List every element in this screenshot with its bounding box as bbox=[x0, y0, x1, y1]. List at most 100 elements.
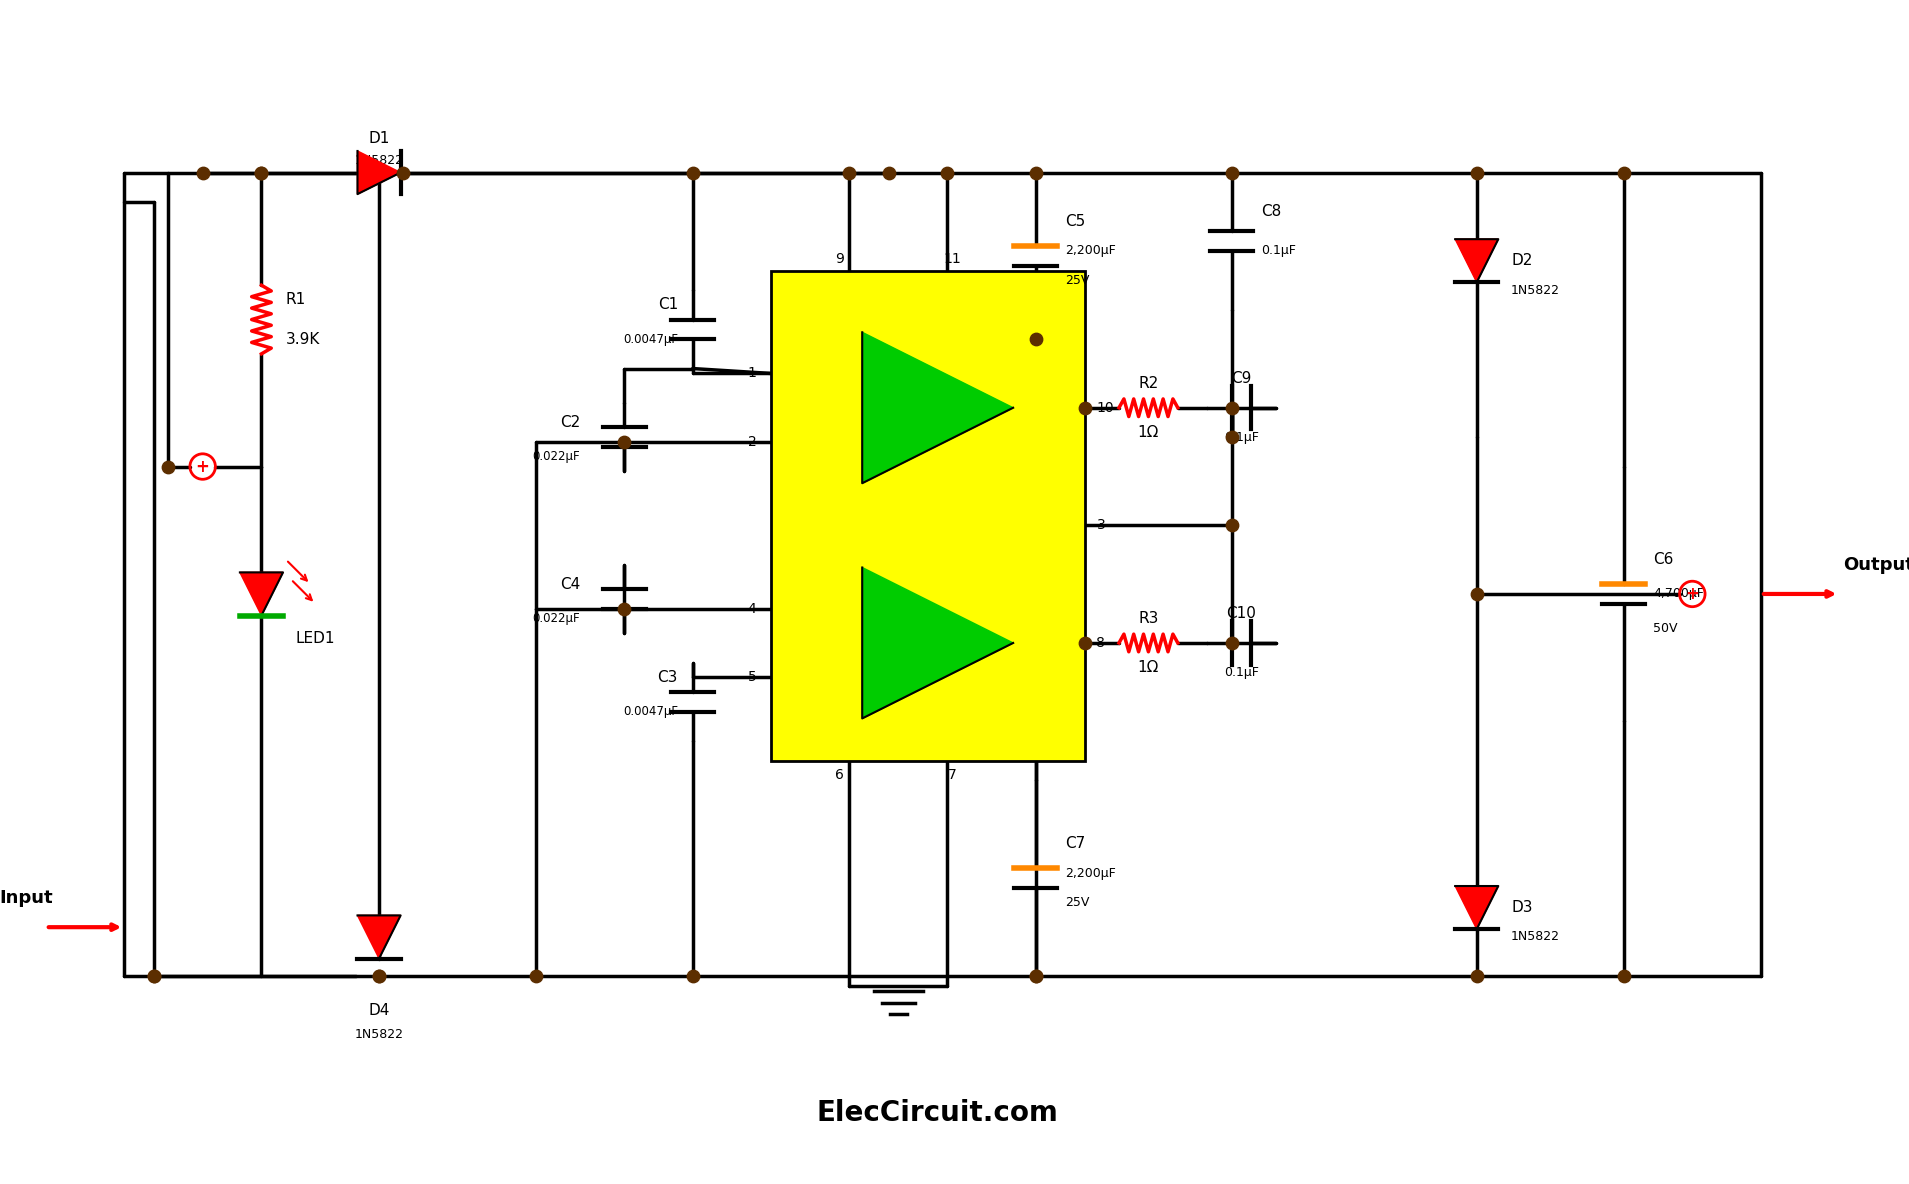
Text: D2: D2 bbox=[1512, 253, 1533, 269]
Text: +: + bbox=[1686, 585, 1699, 603]
Text: 9: 9 bbox=[836, 252, 844, 265]
Text: D1: D1 bbox=[368, 130, 389, 146]
Text: 0.1μF: 0.1μF bbox=[1224, 431, 1258, 444]
Text: 0.022μF: 0.022μF bbox=[533, 450, 580, 463]
Text: 1: 1 bbox=[748, 366, 756, 380]
Text: 8: 8 bbox=[1096, 636, 1105, 650]
Point bbox=[1609, 163, 1640, 182]
Point bbox=[678, 163, 708, 182]
Text: 1Ω: 1Ω bbox=[1138, 425, 1159, 439]
Text: C2: C2 bbox=[559, 414, 580, 430]
Text: TDA2004: TDA2004 bbox=[882, 644, 974, 662]
Point bbox=[1216, 398, 1247, 417]
Text: 3: 3 bbox=[1096, 519, 1105, 533]
Text: C3: C3 bbox=[657, 670, 678, 684]
Text: R3: R3 bbox=[1138, 611, 1159, 626]
Text: 0.1μF: 0.1μF bbox=[1224, 665, 1258, 678]
Text: D3: D3 bbox=[1512, 900, 1533, 915]
Text: 2,200μF: 2,200μF bbox=[1065, 867, 1117, 880]
Point bbox=[609, 432, 640, 451]
Point bbox=[1216, 163, 1247, 182]
Text: 1N5822: 1N5822 bbox=[355, 1029, 403, 1042]
Point bbox=[1021, 163, 1052, 182]
Text: 6: 6 bbox=[836, 768, 844, 783]
Point bbox=[1216, 633, 1247, 652]
Text: ElecCircuit.com: ElecCircuit.com bbox=[817, 1100, 1059, 1127]
Text: 1Ω: 1Ω bbox=[1138, 659, 1159, 675]
Text: +: + bbox=[926, 369, 941, 387]
Polygon shape bbox=[1455, 886, 1499, 929]
Text: C4: C4 bbox=[559, 577, 580, 592]
Text: 11: 11 bbox=[943, 252, 962, 265]
Point bbox=[153, 457, 183, 476]
Point bbox=[609, 599, 640, 618]
Text: C10: C10 bbox=[1227, 606, 1256, 622]
Text: R1: R1 bbox=[286, 292, 305, 308]
Text: R2: R2 bbox=[1138, 375, 1159, 391]
Text: C6: C6 bbox=[1653, 552, 1674, 567]
Text: D4: D4 bbox=[368, 1003, 389, 1018]
Point bbox=[1609, 966, 1640, 985]
Text: Input: Input bbox=[0, 889, 53, 907]
Text: 3.9K: 3.9K bbox=[286, 332, 321, 347]
Text: C8: C8 bbox=[1262, 204, 1281, 219]
Polygon shape bbox=[1455, 239, 1499, 282]
Point bbox=[365, 966, 395, 985]
Point bbox=[874, 163, 905, 182]
Point bbox=[521, 966, 552, 985]
Polygon shape bbox=[863, 333, 1014, 483]
Text: C7: C7 bbox=[1065, 836, 1086, 851]
Text: IC1/1: IC1/1 bbox=[924, 401, 960, 414]
Point bbox=[187, 163, 218, 182]
Text: 1N5822: 1N5822 bbox=[1512, 931, 1560, 944]
Point bbox=[1462, 585, 1493, 604]
Text: IC1/2: IC1/2 bbox=[924, 637, 960, 650]
Point bbox=[1462, 163, 1493, 182]
Text: 2: 2 bbox=[748, 435, 756, 449]
Polygon shape bbox=[357, 152, 401, 194]
Text: 2,200μF: 2,200μF bbox=[1065, 244, 1117, 257]
Point bbox=[1021, 966, 1052, 985]
Text: 7: 7 bbox=[949, 768, 956, 783]
Text: 25V: 25V bbox=[1065, 274, 1090, 287]
Point bbox=[137, 966, 168, 985]
Polygon shape bbox=[863, 567, 1014, 719]
Text: 0.0047μF: 0.0047μF bbox=[622, 704, 678, 718]
FancyBboxPatch shape bbox=[771, 270, 1084, 760]
Text: 1N5822: 1N5822 bbox=[355, 154, 403, 167]
Text: LED1: LED1 bbox=[296, 631, 336, 645]
Text: 4,700μF: 4,700μF bbox=[1653, 587, 1705, 600]
Point bbox=[678, 966, 708, 985]
Text: 10: 10 bbox=[1096, 400, 1115, 414]
Text: 0.022μF: 0.022μF bbox=[533, 612, 580, 625]
Text: 5: 5 bbox=[748, 670, 756, 684]
Point bbox=[246, 163, 277, 182]
Point bbox=[1069, 398, 1100, 417]
Polygon shape bbox=[357, 915, 401, 959]
Point bbox=[1216, 427, 1247, 446]
Point bbox=[246, 163, 277, 182]
Point bbox=[1021, 966, 1052, 985]
Text: −: − bbox=[924, 427, 943, 448]
Point bbox=[365, 966, 395, 985]
Point bbox=[137, 966, 168, 985]
Text: 50V: 50V bbox=[1653, 622, 1678, 635]
Point bbox=[1021, 329, 1052, 348]
Text: C1: C1 bbox=[659, 297, 678, 313]
Text: Output: Output bbox=[1842, 555, 1909, 573]
Text: +: + bbox=[926, 605, 941, 623]
Point bbox=[932, 163, 962, 182]
Text: 1N5822: 1N5822 bbox=[1512, 284, 1560, 297]
Text: C9: C9 bbox=[1231, 371, 1252, 386]
Text: −: − bbox=[924, 662, 943, 682]
Text: 4: 4 bbox=[748, 601, 756, 616]
Point bbox=[1216, 516, 1247, 535]
Point bbox=[388, 163, 418, 182]
Polygon shape bbox=[241, 572, 283, 616]
Text: C5: C5 bbox=[1065, 214, 1086, 229]
Point bbox=[1462, 966, 1493, 985]
Point bbox=[1069, 633, 1100, 652]
Text: 25V: 25V bbox=[1065, 896, 1090, 909]
Text: 0.1μF: 0.1μF bbox=[1262, 244, 1296, 257]
Text: +: + bbox=[197, 457, 210, 476]
